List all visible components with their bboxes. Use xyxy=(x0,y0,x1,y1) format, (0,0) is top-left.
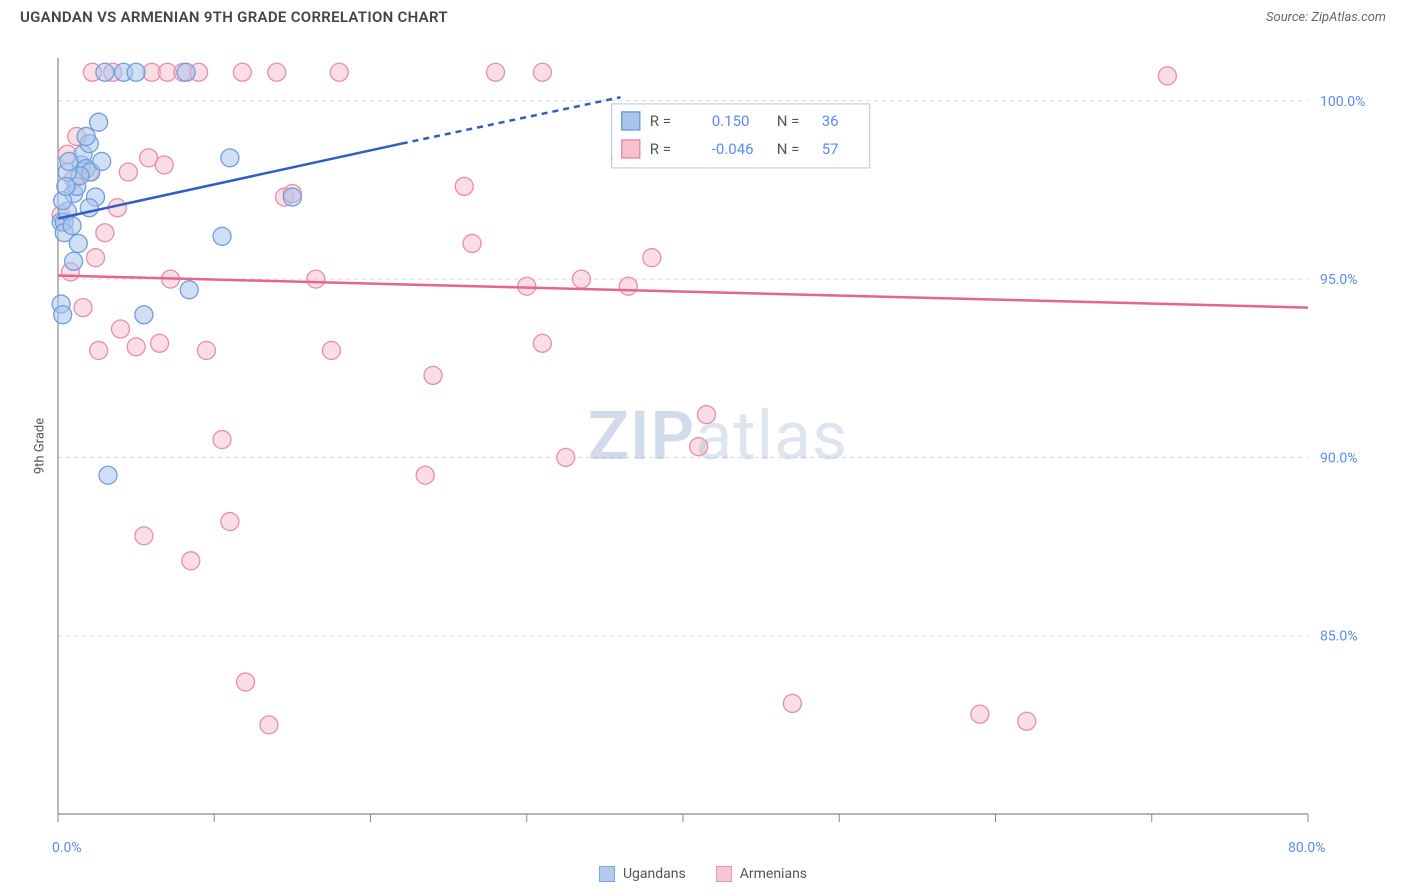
scatter-point xyxy=(233,63,251,81)
scatter-point xyxy=(63,217,81,235)
x-tick-label: 0.0% xyxy=(52,840,82,856)
scatter-point xyxy=(90,113,108,131)
trend-line xyxy=(58,276,1308,308)
scatter-point xyxy=(697,406,715,424)
scatter-point xyxy=(127,63,145,81)
scatter-point xyxy=(463,234,481,252)
scatter-point xyxy=(307,270,325,288)
svg-text:57: 57 xyxy=(822,140,839,158)
legend-label: Ugandans xyxy=(623,866,686,882)
scatter-point xyxy=(268,63,286,81)
scatter-point xyxy=(260,716,278,734)
svg-text:95.0%: 95.0% xyxy=(1320,272,1358,288)
x-tick-label: 80.0% xyxy=(1288,840,1326,856)
scatter-point xyxy=(135,306,153,324)
scatter-point xyxy=(643,249,661,267)
scatter-point xyxy=(690,438,708,456)
scatter-point xyxy=(455,177,473,195)
scatter-point xyxy=(619,277,637,295)
scatter-point xyxy=(93,152,111,170)
chart-title: UGANDAN VS ARMENIAN 9TH GRADE CORRELATIO… xyxy=(20,8,448,26)
scatter-point xyxy=(60,152,78,170)
scatter-point xyxy=(57,177,75,195)
scatter-point xyxy=(213,431,231,449)
scatter-point xyxy=(182,552,200,570)
trend-line-dash xyxy=(402,97,621,143)
legend-bottom: Ugandans Armenians xyxy=(599,866,807,882)
scatter-point xyxy=(99,466,117,484)
scatter-point xyxy=(96,224,114,242)
svg-text:N =: N = xyxy=(777,140,800,158)
legend-swatch xyxy=(716,866,732,882)
scatter-point xyxy=(221,513,239,531)
scatter-point xyxy=(155,156,173,174)
scatter-point xyxy=(127,338,145,356)
scatter-point xyxy=(572,270,590,288)
scatter-point xyxy=(557,448,575,466)
legend-item: Armenians xyxy=(716,866,807,882)
svg-text:0.150: 0.150 xyxy=(712,112,750,130)
scatter-point xyxy=(119,163,137,181)
scatter-point xyxy=(533,334,551,352)
svg-text:-0.046: -0.046 xyxy=(712,140,754,158)
scatter-point xyxy=(487,63,505,81)
scatter-point xyxy=(971,705,989,723)
svg-text:85.0%: 85.0% xyxy=(1320,629,1358,645)
scatter-point xyxy=(283,188,301,206)
scatter-point xyxy=(221,149,239,167)
svg-text:36: 36 xyxy=(822,112,839,130)
scatter-point xyxy=(424,366,442,384)
scatter-point xyxy=(96,63,114,81)
scatter-point xyxy=(90,341,108,359)
scatter-point xyxy=(135,527,153,545)
scatter-point xyxy=(213,227,231,245)
svg-text:90.0%: 90.0% xyxy=(1320,450,1358,466)
scatter-point xyxy=(416,466,434,484)
scatter-point xyxy=(197,341,215,359)
scatter-point xyxy=(69,234,87,252)
scatter-point xyxy=(322,341,340,359)
scatter-point xyxy=(180,281,198,299)
scatter-point xyxy=(151,334,169,352)
scatter-point xyxy=(783,694,801,712)
legend-item: Ugandans xyxy=(599,866,686,882)
svg-text:R =: R = xyxy=(650,112,671,130)
chart-area: 85.0% 90.0% 95.0% 100.0% R = 0.150 N = 36 R = -0.… xyxy=(50,40,1386,832)
svg-text:R =: R = xyxy=(650,140,671,158)
scatter-point xyxy=(87,249,105,267)
scatter-point xyxy=(112,320,130,338)
scatter-point xyxy=(74,299,92,317)
scatter-point xyxy=(330,63,348,81)
scatter-point xyxy=(54,306,72,324)
scatter-point xyxy=(533,63,551,81)
scatter-point xyxy=(1018,712,1036,730)
scatter-point xyxy=(177,63,195,81)
x-axis-labels: 0.0% 80.0% xyxy=(50,840,1386,860)
scatter-point xyxy=(77,127,95,145)
scatter-point xyxy=(1158,67,1176,85)
svg-text:100.0%: 100.0% xyxy=(1320,94,1365,110)
scatter-point xyxy=(65,252,83,270)
scatter-point xyxy=(237,673,255,691)
legend-swatch xyxy=(599,866,615,882)
legend-label: Armenians xyxy=(740,866,807,882)
y-axis-label: 9th Grade xyxy=(33,418,48,474)
source-attribution: Source: ZipAtlas.com xyxy=(1266,10,1386,25)
svg-text:N =: N = xyxy=(777,112,800,130)
